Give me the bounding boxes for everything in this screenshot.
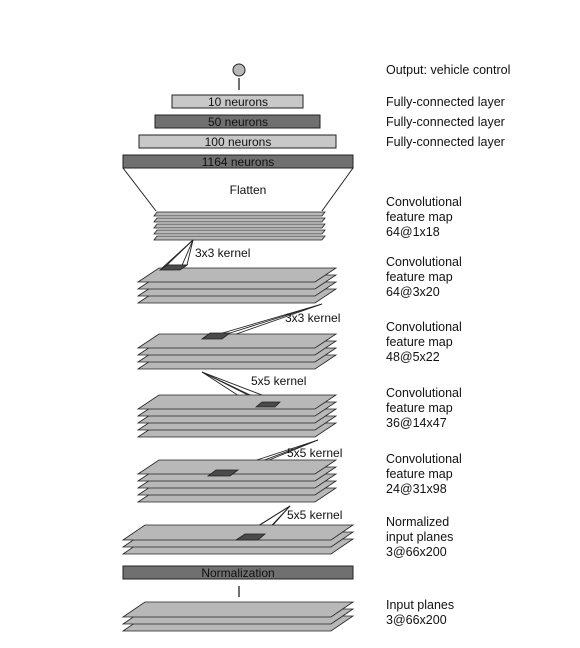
kernel-label-2: 3x3 kernel xyxy=(285,311,340,325)
feature-map-label-5-line2: feature map xyxy=(386,467,453,481)
feature-map-label-4-line2: feature map xyxy=(386,401,453,415)
feature-map-64-3x20 xyxy=(136,264,338,304)
feature-map-64-1x18 xyxy=(153,211,326,241)
normalized-label-line2: input planes xyxy=(386,530,453,544)
fc-layer-100-text: 100 neurons xyxy=(205,135,272,149)
input-planes-label-line1: Input planes xyxy=(386,598,454,612)
input-planes-label-line2: 3@66x200 xyxy=(386,613,447,627)
feature-map-label-1-line1: Convolutional xyxy=(386,195,462,209)
kernel-label-4: 5x5 kernel xyxy=(287,446,342,460)
kernel-label-1: 3x3 kernel xyxy=(195,246,250,260)
output-node xyxy=(232,63,246,90)
normalization-layer: Normalization xyxy=(122,565,354,597)
kernel-label-3: 5x5 kernel xyxy=(251,374,306,388)
feature-map-36-14x47 xyxy=(136,394,338,438)
fc-layer-50: 50 neurons xyxy=(154,114,321,129)
fc-layer-10-label: Fully-connected layer xyxy=(386,95,505,109)
fc-layer-50-label: Fully-connected layer xyxy=(386,115,505,129)
input-planes xyxy=(121,601,355,632)
feature-map-label-4-line1: Convolutional xyxy=(386,386,462,400)
fc-layer-1164: 1164 neurons xyxy=(122,154,354,169)
fc-layer-10: 10 neurons xyxy=(171,94,304,109)
fc-layer-100-label: Fully-connected layer xyxy=(386,135,505,149)
feature-map-label-3-line3: 48@5x22 xyxy=(386,350,440,364)
feature-map-label-3-line1: Convolutional xyxy=(386,320,462,334)
feature-map-label-5-line1: Convolutional xyxy=(386,452,462,466)
fc-layer-1164-text: 1164 neurons xyxy=(202,155,275,169)
normalized-label-line3: 3@66x200 xyxy=(386,545,447,559)
flatten-connector xyxy=(122,167,354,212)
normalization-text: Normalization xyxy=(201,566,274,580)
feature-map-label-5-line3: 24@31x98 xyxy=(386,482,447,496)
output-label: Output: vehicle control xyxy=(386,63,510,77)
flatten-label: Flatten xyxy=(230,183,267,197)
fc-layer-50-text: 50 neurons xyxy=(208,115,268,129)
normalized-label-line1: Normalized xyxy=(386,515,449,529)
fc-layer-100: 100 neurons xyxy=(138,134,337,149)
kernel-label-5: 5x5 kernel xyxy=(287,508,342,522)
feature-map-label-4-line3: 36@14x47 xyxy=(386,416,447,430)
feature-map-label-2-line3: 64@3x20 xyxy=(386,285,440,299)
feature-map-48-5x22 xyxy=(136,332,338,370)
normalized-input-planes xyxy=(121,524,355,555)
feature-map-label-1-line3: 64@1x18 xyxy=(386,225,440,239)
feature-map-label-2-line1: Convolutional xyxy=(386,255,462,269)
feature-map-label-1-line2: feature map xyxy=(386,210,453,224)
fc-layer-10-text: 10 neurons xyxy=(208,95,268,109)
feature-map-label-2-line2: feature map xyxy=(386,270,453,284)
feature-map-24-31x98 xyxy=(136,459,338,503)
feature-map-label-3-line2: feature map xyxy=(386,335,453,349)
